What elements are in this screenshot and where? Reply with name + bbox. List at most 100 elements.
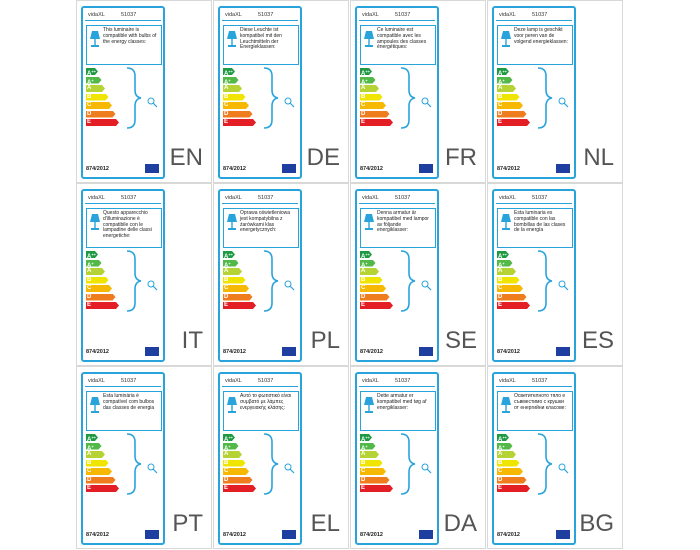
- class-bar: D: [86, 294, 116, 301]
- class-bar: C: [497, 102, 523, 109]
- class-letter: A: [87, 437, 92, 443]
- brand: vidaXL: [499, 378, 516, 384]
- class-letter: B: [224, 93, 229, 100]
- class-letter: D: [224, 476, 229, 483]
- info-box: This luminaire is compatible with bulbs …: [86, 25, 162, 65]
- lamp-icon: [364, 397, 374, 413]
- class-bar: E: [223, 302, 256, 309]
- language-code: ES: [581, 327, 614, 354]
- class-bar: A: [86, 451, 105, 458]
- class-bar: E: [360, 485, 393, 492]
- class-sup: ++: [228, 252, 234, 257]
- lamp-icon: [501, 397, 511, 413]
- description: Αυτό το φωτιστικό είναι συμβατό με λάμπε…: [240, 393, 292, 411]
- class-letter: B: [224, 276, 229, 283]
- info-box: Αυτό το φωτιστικό είναι συμβατό με λάμπε…: [223, 391, 299, 431]
- class-letter: A: [498, 445, 503, 452]
- class-bar: A++: [223, 68, 235, 75]
- model: 51037: [121, 195, 137, 201]
- label-cell: vidaXL 51037 Ce luminaire est compatible a…: [350, 0, 486, 183]
- class-letter: E: [87, 485, 92, 491]
- divider: [85, 20, 161, 21]
- class-bar: E: [497, 485, 530, 492]
- regulation: 874/2012: [86, 166, 109, 172]
- class-letter: C: [87, 285, 92, 291]
- description: Deze lamp is geschikt voor peren van de …: [514, 27, 568, 45]
- energy-label: vidaXL 51037 Dette armatur er kompatibel m…: [355, 372, 439, 545]
- class-letter: C: [224, 285, 229, 291]
- class-sup: +: [228, 260, 231, 266]
- class-sup: +: [91, 260, 94, 266]
- regulation: 874/2012: [86, 532, 109, 538]
- class-letter: E: [498, 485, 503, 491]
- class-letter: B: [87, 276, 92, 283]
- class-bar: C: [360, 102, 386, 109]
- energy-label: vidaXL 51037 This luminaire is compatible …: [81, 6, 165, 179]
- class-sup: +: [502, 443, 505, 449]
- class-bar: A++: [223, 251, 235, 258]
- class-sup: +: [228, 443, 231, 449]
- eu-flag: [419, 347, 433, 356]
- regulation: 874/2012: [223, 166, 246, 172]
- language-code: EN: [169, 144, 203, 171]
- class-bar: A+: [86, 77, 102, 84]
- class-letter: A: [87, 85, 92, 91]
- class-bar: B: [360, 94, 383, 101]
- class-sup: +: [365, 443, 368, 449]
- class-bar: C: [360, 468, 386, 475]
- class-bar: A+: [497, 260, 513, 267]
- description: Esta luminaria es compatible con las bom…: [514, 210, 566, 234]
- class-bar: B: [360, 277, 383, 284]
- class-letter: E: [224, 485, 229, 491]
- model: 51037: [395, 12, 411, 18]
- brand: vidaXL: [225, 378, 242, 384]
- class-letter: A: [361, 445, 366, 452]
- info-box: Осветителното тяло е съвместимо с крушки…: [497, 391, 573, 431]
- class-bar: E: [86, 119, 119, 126]
- brace-icon: [537, 250, 569, 312]
- class-letter: A: [498, 85, 503, 91]
- class-letter: B: [498, 93, 503, 100]
- class-bar: A+: [360, 260, 376, 267]
- class-bar: B: [86, 277, 109, 284]
- class-bar: D: [360, 111, 390, 118]
- class-letter: E: [87, 119, 92, 125]
- class-letter: D: [361, 293, 366, 300]
- language-code: SE: [444, 327, 477, 354]
- class-letter: D: [87, 293, 92, 300]
- brand: vidaXL: [362, 12, 379, 18]
- class-letter: A: [87, 254, 92, 260]
- divider: [85, 386, 161, 387]
- model: 51037: [395, 378, 411, 384]
- class-letter: A: [224, 437, 229, 443]
- class-bar: A++: [360, 434, 372, 441]
- lamp-icon: [227, 31, 237, 47]
- class-bar: A++: [86, 434, 98, 441]
- divider: [496, 20, 572, 21]
- class-letter: C: [87, 468, 92, 474]
- regulation: 874/2012: [223, 349, 246, 355]
- regulation: 874/2012: [497, 349, 520, 355]
- class-letter: E: [498, 302, 503, 308]
- info-box: Deze lamp is geschikt voor peren van de …: [497, 25, 573, 65]
- class-bar: A: [223, 268, 242, 275]
- class-sup: ++: [502, 435, 508, 440]
- class-bar: A: [86, 268, 105, 275]
- energy-label: vidaXL 51037 Deze lamp is geschikt voor pe…: [492, 6, 576, 179]
- info-box: Oprawa oświetleniowa jest kompatybilna z…: [223, 208, 299, 248]
- brace-icon: [400, 250, 432, 312]
- class-letter: A: [498, 71, 503, 77]
- class-bar: E: [223, 485, 256, 492]
- info-box: Denna armatur är kompatibel med lampor a…: [360, 208, 436, 248]
- label-cell: vidaXL 51037 Deze lamp is geschikt voor pe…: [487, 0, 623, 183]
- class-letter: C: [498, 102, 503, 108]
- class-letter: A: [361, 71, 366, 77]
- energy-label: vidaXL 51037 Αυτό το φωτιστικό είναι συμβα…: [218, 372, 302, 545]
- class-letter: A: [224, 71, 229, 77]
- energy-label: vidaXL 51037 Esta luminária é compatível c…: [81, 372, 165, 545]
- class-bar: C: [86, 468, 112, 475]
- brace-icon: [400, 67, 432, 129]
- class-letter: C: [87, 102, 92, 108]
- class-letter: B: [498, 276, 503, 283]
